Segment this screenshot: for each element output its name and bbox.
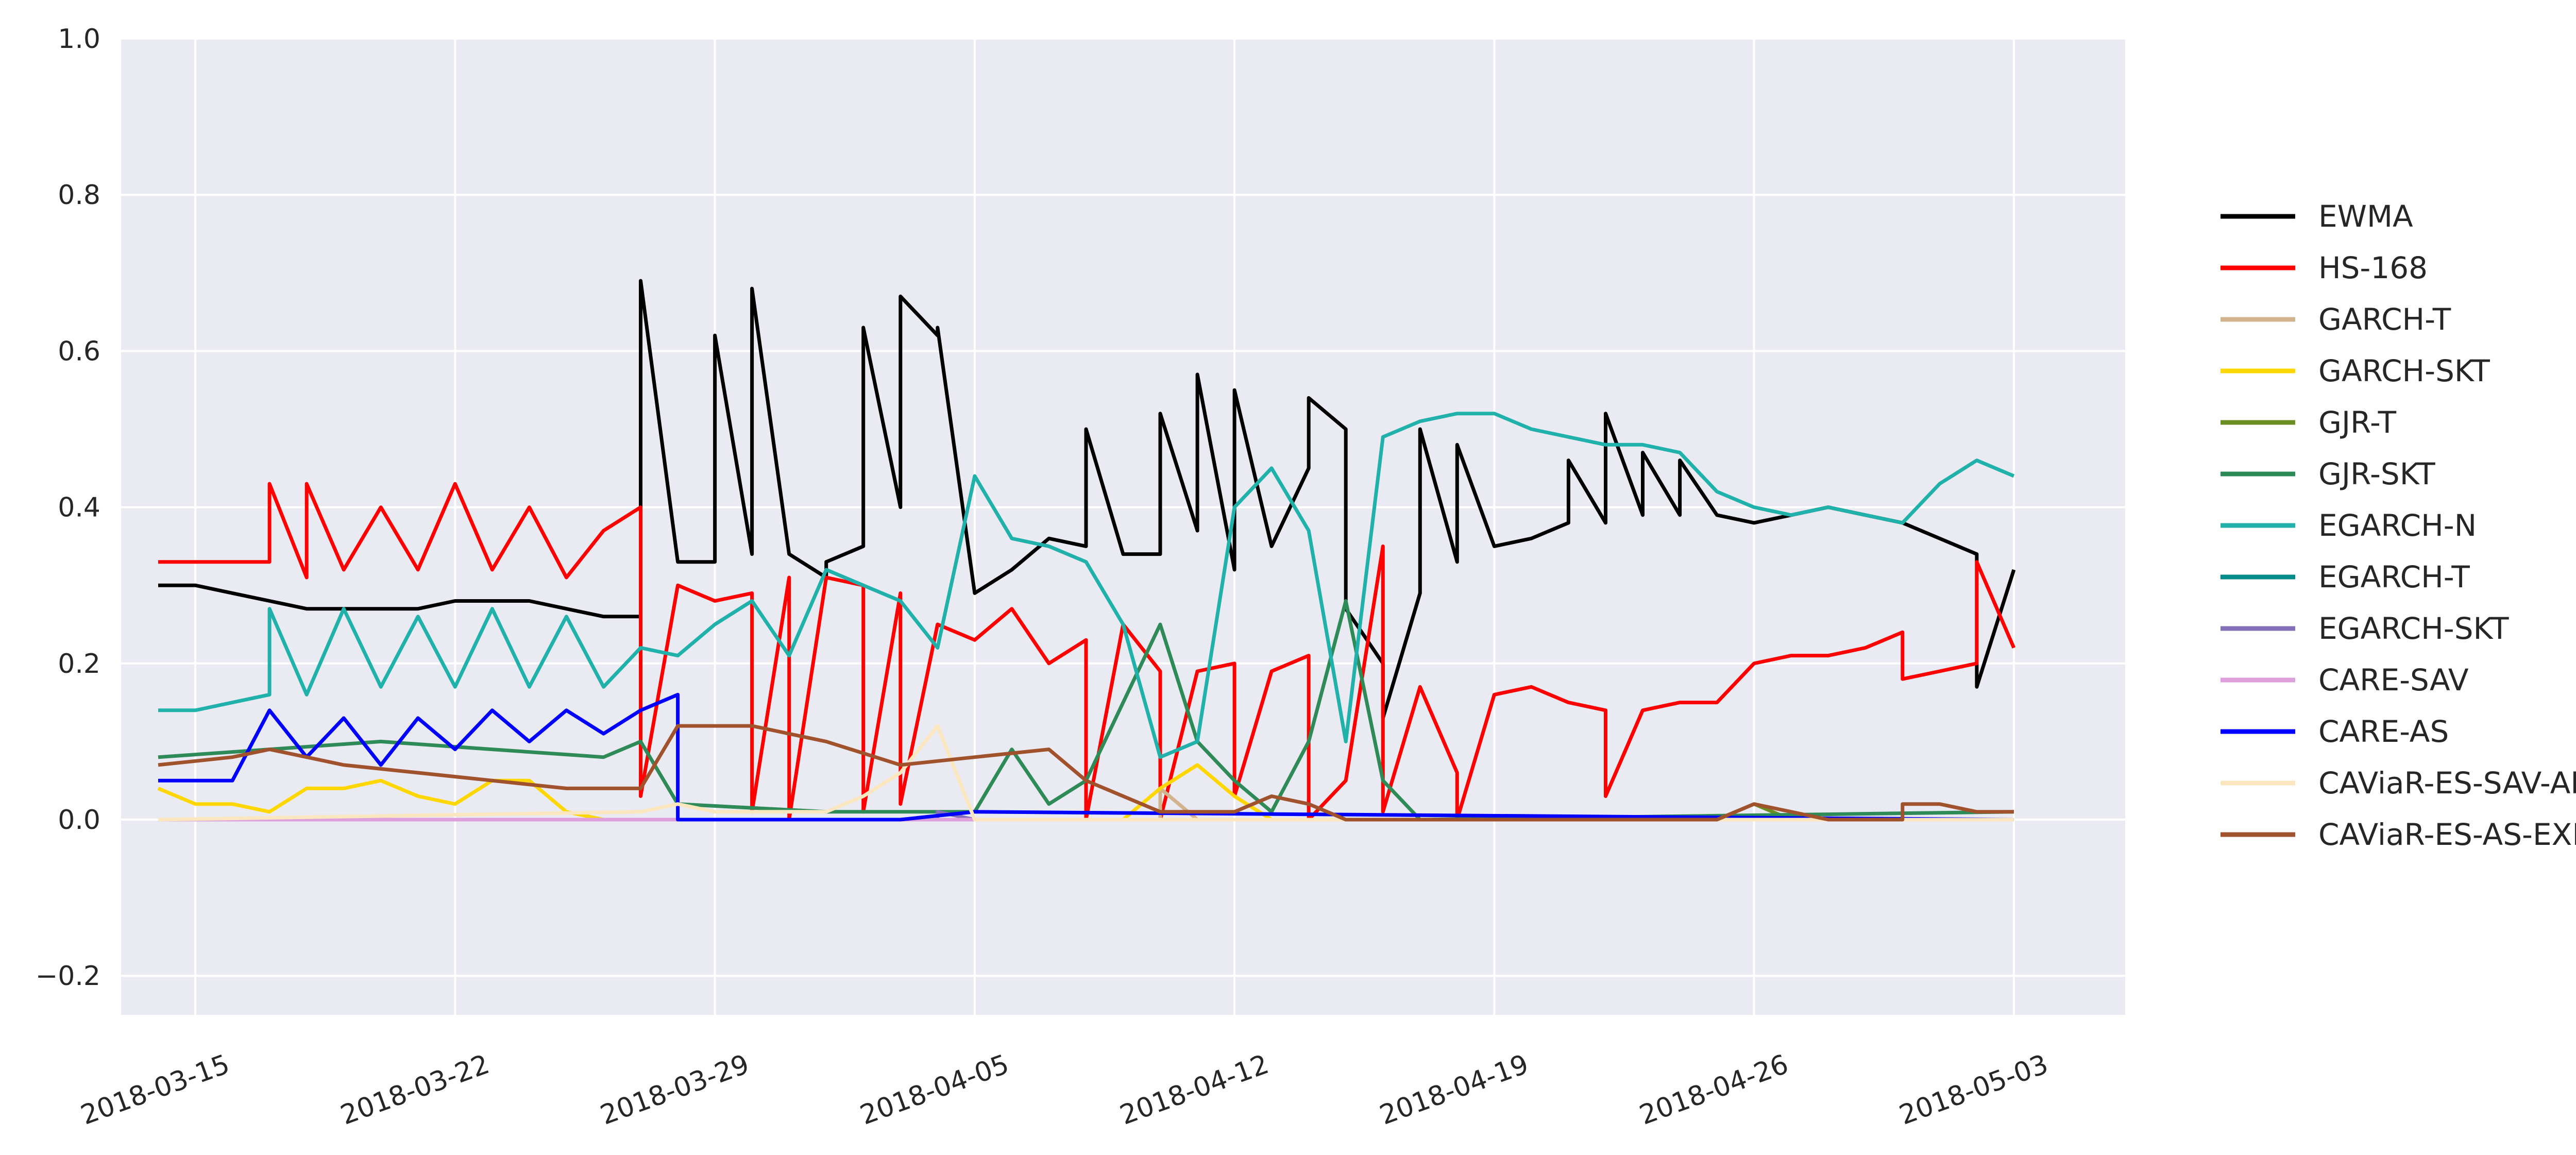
x-tick-label: 2018-03-15 — [77, 1049, 233, 1131]
x-tick-label: 2018-04-19 — [1376, 1049, 1532, 1131]
legend-label: GARCH-T — [2318, 302, 2451, 337]
legend-label: EGARCH-N — [2318, 508, 2477, 543]
x-tick-label: 2018-05-03 — [1895, 1049, 2052, 1131]
legend-label: EGARCH-SKT — [2318, 611, 2509, 646]
x-tick-label: 2018-03-22 — [336, 1049, 493, 1131]
legend-label: EWMA — [2318, 199, 2413, 234]
y-tick-label: 0.0 — [58, 805, 100, 836]
y-tick-label: 0.4 — [58, 492, 100, 523]
series-line-care-as — [158, 692, 2014, 822]
series-line-egarch-n — [158, 412, 2015, 759]
x-tick-label: 2018-04-12 — [1116, 1049, 1273, 1131]
legend-label: CARE-SAV — [2318, 663, 2469, 698]
x-tick-label: 2018-04-26 — [1636, 1049, 1792, 1131]
y-axis-ticks: −0.2 0.0 0.2 0.4 0.6 0.8 1.0 — [36, 24, 100, 992]
series-line-ewma — [158, 279, 2016, 720]
x-axis-ticks: 2018-03-15 2018-03-22 2018-03-29 2018-04-05… — [77, 1049, 2052, 1131]
y-tick-label: 1.0 — [58, 24, 100, 55]
series-lines — [157, 279, 2016, 822]
series-line-caviar-es-as-exp — [158, 724, 2014, 822]
legend-label: GARCH-SKT — [2318, 353, 2490, 388]
legend-label: EGARCH-T — [2318, 559, 2470, 595]
legend-label: GJR-T — [2318, 405, 2397, 440]
y-tick-label: 0.2 — [58, 649, 100, 680]
legend-label: GJR-SKT — [2318, 456, 2435, 491]
y-tick-label: −0.2 — [36, 961, 100, 992]
plot-area — [121, 39, 2125, 1015]
grid — [121, 38, 2125, 1015]
y-tick-label: 0.8 — [58, 180, 100, 211]
series-line-caviar-es-sav-ar — [158, 724, 2014, 822]
series-line-gjr-skt — [158, 599, 2014, 822]
legend-label: CAViaR-ES-SAV-AR — [2318, 766, 2576, 801]
legend: EWMA HS-168 GARCH-T GARCH-SKT GJR-T GJR-SKT EG… — [2221, 199, 2576, 852]
legend-label: CAViaR-ES-AS-EXP — [2318, 817, 2576, 852]
x-tick-label: 2018-03-29 — [597, 1049, 753, 1131]
legend-label: HS-168 — [2318, 250, 2428, 285]
x-tick-label: 2018-04-05 — [856, 1049, 1013, 1131]
y-tick-label: 0.6 — [58, 336, 100, 367]
legend-label: CARE-AS — [2318, 714, 2449, 749]
